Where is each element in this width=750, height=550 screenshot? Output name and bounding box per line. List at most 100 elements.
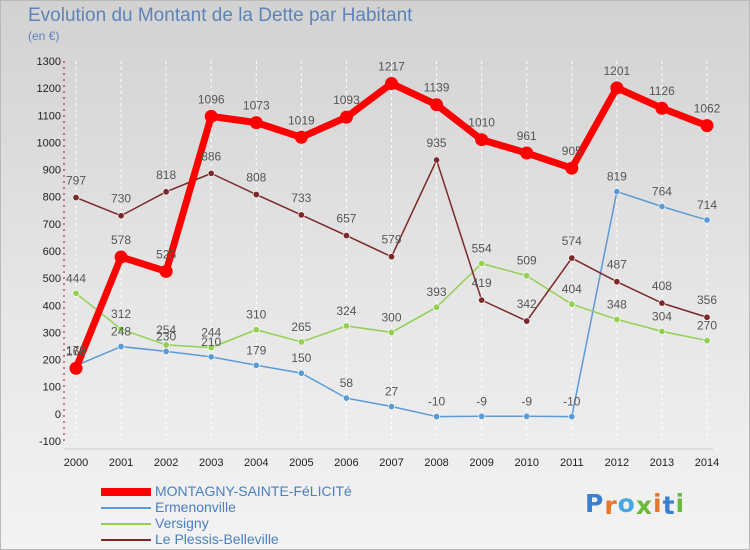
data-point (117, 325, 125, 333)
data-point (703, 337, 711, 345)
data-point (613, 315, 621, 323)
data-point (297, 338, 305, 346)
data-point (478, 259, 486, 267)
data-label: 808 (246, 171, 266, 185)
data-label: 265 (291, 320, 311, 334)
data-point (610, 81, 624, 95)
y-tick-label: 0 (55, 409, 61, 421)
x-tick-label: 2009 (469, 457, 493, 469)
data-label: 733 (291, 191, 311, 205)
x-tick-label: 2012 (605, 457, 629, 469)
data-label: 304 (652, 309, 672, 323)
data-point (523, 272, 531, 280)
data-label: -9 (476, 394, 487, 408)
x-tick-label: 2011 (560, 457, 584, 469)
data-point (69, 361, 83, 375)
x-tick-label: 2014 (695, 457, 719, 469)
legend-swatch (101, 488, 151, 496)
logo-letter: i (653, 489, 663, 518)
data-point (387, 253, 395, 261)
data-label: 419 (472, 276, 492, 290)
data-label: 444 (66, 271, 86, 285)
data-point (339, 110, 353, 124)
data-point (613, 188, 621, 196)
logo-letter: t (662, 491, 676, 520)
x-tick-label: 2000 (64, 457, 88, 469)
data-label: 487 (607, 258, 627, 272)
data-label: 1062 (694, 102, 721, 116)
legend-label: MONTAGNY-SAINTE-FéLICITé (155, 483, 352, 499)
data-label: 818 (156, 168, 176, 182)
data-label: 310 (246, 308, 266, 322)
data-point (252, 191, 260, 199)
data-point (430, 98, 444, 112)
chart-subtitle: (en €) (28, 29, 60, 43)
data-point (475, 133, 489, 147)
data-label-layer: 168 578 525 1096 1073 1019 1093 1217 1139 1010 961… (66, 60, 721, 409)
x-tick-label: 2006 (334, 457, 358, 469)
data-point (342, 232, 350, 240)
data-label: 1201 (604, 64, 631, 78)
data-point (703, 216, 711, 224)
data-point (114, 250, 128, 264)
y-tick-label: 900 (43, 165, 61, 177)
data-label: 1126 (649, 84, 675, 98)
data-label: -10 (563, 395, 581, 409)
data-label: 714 (697, 198, 717, 212)
data-point (297, 369, 305, 377)
data-label: 58 (340, 376, 354, 390)
data-label: 342 (517, 297, 537, 311)
data-point (433, 303, 441, 311)
data-point (252, 361, 260, 369)
data-point (387, 328, 395, 336)
data-point (297, 211, 305, 219)
data-point (520, 146, 534, 160)
data-label: -10 (428, 395, 446, 409)
logo-letter: r (604, 491, 618, 520)
y-tick-label: 1100 (37, 110, 61, 122)
logo-letter: o (617, 489, 636, 518)
y-tick-label: 400 (43, 300, 61, 312)
data-label: 150 (291, 351, 311, 365)
data-point (703, 313, 711, 321)
data-label: 1217 (378, 60, 405, 74)
data-point (433, 413, 441, 421)
data-label: 210 (201, 335, 221, 349)
data-point (478, 412, 486, 420)
legend: MONTAGNY-SAINTE-FéLICITé Ermenonville Vers… (101, 483, 441, 548)
data-point (117, 343, 125, 351)
data-label: 254 (156, 323, 176, 337)
data-point (658, 327, 666, 335)
data-label: 797 (66, 174, 86, 188)
data-label: 408 (652, 279, 672, 293)
data-label: 1139 (424, 81, 450, 95)
x-tick-label: 2013 (650, 457, 674, 469)
data-point (204, 109, 218, 123)
legend-item: MONTAGNY-SAINTE-FéLICITé (101, 483, 441, 500)
data-label: 1073 (243, 99, 270, 113)
data-point (207, 344, 215, 352)
data-point (568, 300, 576, 308)
data-point (658, 299, 666, 307)
x-tick-label: 2003 (199, 457, 223, 469)
x-tick-label: 2008 (424, 457, 448, 469)
data-label: 961 (517, 129, 537, 143)
y-tick-label: 500 (43, 273, 61, 285)
logo-letter: x (635, 491, 653, 520)
x-tick-label: 2001 (109, 457, 133, 469)
x-tick-label: 2007 (379, 457, 403, 469)
data-label: 27 (385, 385, 399, 399)
data-point (342, 322, 350, 330)
data-label: 1010 (468, 116, 495, 130)
data-point (72, 194, 80, 202)
y-tick-label: -100 (39, 436, 61, 448)
data-label: 764 (652, 184, 672, 198)
y-tick-label: 700 (43, 219, 61, 231)
data-point (249, 116, 263, 130)
data-label: 1019 (288, 113, 315, 127)
data-point (387, 403, 395, 411)
data-label: 579 (381, 233, 401, 247)
data-label: 356 (697, 293, 717, 307)
